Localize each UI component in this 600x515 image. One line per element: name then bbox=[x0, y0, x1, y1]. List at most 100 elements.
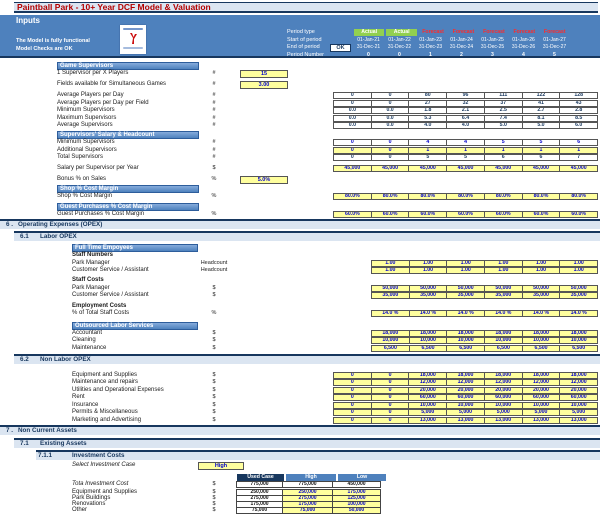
input-cell[interactable]: 1.00 bbox=[484, 259, 523, 267]
input-cell[interactable]: 45,000 bbox=[370, 165, 410, 172]
input-cell[interactable]: 5,000 bbox=[521, 409, 561, 416]
input-cell[interactable]: 13,000 bbox=[521, 416, 561, 424]
input-cell[interactable]: 10,000 bbox=[408, 401, 448, 409]
input-cell[interactable]: 18,000 bbox=[521, 371, 561, 379]
input-cell[interactable]: 80.0% bbox=[521, 193, 561, 200]
input-cell[interactable]: 10,000 bbox=[559, 401, 599, 409]
input-cell[interactable]: 45,000 bbox=[408, 165, 448, 172]
input-cell[interactable]: 50,000 bbox=[446, 284, 486, 292]
input-cell[interactable]: 60.0% bbox=[483, 211, 523, 218]
input-cell[interactable]: 60,000 bbox=[559, 394, 599, 401]
input-cell[interactable]: 50,000 bbox=[408, 284, 448, 292]
input-cell[interactable]: 80.0% bbox=[483, 193, 523, 200]
input-cell[interactable]: 1 bbox=[559, 146, 599, 154]
input-cell[interactable]: 20,000 bbox=[483, 386, 523, 394]
input-cell[interactable]: 18,000 bbox=[446, 329, 486, 337]
input-cell[interactable]: 60,000 bbox=[483, 394, 523, 401]
input-cell[interactable]: 0 bbox=[370, 379, 410, 386]
input-cell[interactable]: 1.00 bbox=[484, 267, 523, 274]
input-cell[interactable]: 45,000 bbox=[559, 165, 599, 172]
input-cell[interactable]: 12,000 bbox=[446, 379, 485, 386]
input-cell[interactable]: 80.0% bbox=[559, 193, 599, 200]
input-cell[interactable]: 80.0% bbox=[446, 193, 485, 200]
input-cell[interactable]: 1 bbox=[483, 146, 523, 154]
input-cell[interactable]: 0 bbox=[333, 409, 372, 416]
input-cell[interactable]: 5,000 bbox=[446, 409, 485, 416]
input-cell[interactable]: 35,000 bbox=[371, 292, 410, 299]
input-cell[interactable]: 18,000 bbox=[408, 329, 448, 337]
input-cell[interactable]: 13,000 bbox=[446, 416, 485, 424]
input-cell[interactable]: 20,000 bbox=[408, 386, 448, 394]
input-cell[interactable]: 45,000 bbox=[333, 165, 372, 172]
input-cell[interactable]: 1.00 bbox=[559, 259, 599, 267]
input-cell[interactable]: 12,000 bbox=[559, 379, 599, 386]
input-cell[interactable]: 6,500 bbox=[408, 344, 448, 352]
input-cell[interactable]: 45,000 bbox=[446, 165, 485, 172]
input-cell[interactable]: 60.0% bbox=[521, 211, 561, 218]
input-cell[interactable]: 10,000 bbox=[446, 337, 486, 344]
input-cell[interactable]: 60.0% bbox=[559, 211, 599, 218]
input-cell[interactable]: 60,000 bbox=[408, 394, 448, 401]
input-cell[interactable]: 10,000 bbox=[484, 337, 523, 344]
input-cell[interactable]: 0 bbox=[370, 409, 410, 416]
input-cell[interactable]: 50,000 bbox=[521, 284, 561, 292]
input-cell[interactable]: 1 bbox=[446, 146, 485, 154]
input-cell[interactable]: 0 bbox=[370, 416, 410, 424]
input-cell[interactable]: 60.0% bbox=[370, 211, 410, 218]
input-cell[interactable]: 13,000 bbox=[408, 416, 448, 424]
input-cell[interactable]: 18,000 bbox=[559, 371, 599, 379]
input-cell[interactable]: 10,000 bbox=[521, 337, 561, 344]
input-cell[interactable]: 6,500 bbox=[559, 344, 599, 352]
input-cell[interactable]: 35,000 bbox=[446, 292, 486, 299]
input-cell[interactable]: 18,000 bbox=[483, 371, 523, 379]
input-cell[interactable]: 5,000 bbox=[483, 409, 523, 416]
bonus-input[interactable]: 5.0% bbox=[240, 176, 288, 184]
input-cell[interactable]: 1.00 bbox=[559, 267, 599, 274]
input-cell[interactable]: 35,000 bbox=[521, 292, 561, 299]
input-cell[interactable]: 18,000 bbox=[521, 329, 561, 337]
input-cell[interactable]: 1.00 bbox=[408, 267, 448, 274]
input-cell[interactable]: 1.00 bbox=[408, 259, 448, 267]
input-cell[interactable]: 60.0% bbox=[446, 211, 485, 218]
input-cell[interactable]: 12,000 bbox=[521, 379, 561, 386]
input-cell[interactable]: 80.0% bbox=[408, 193, 448, 200]
input-cell[interactable]: 0 bbox=[333, 386, 372, 394]
input-cell[interactable]: 18,000 bbox=[484, 329, 523, 337]
input-cell[interactable]: 20,000 bbox=[559, 386, 599, 394]
input-cell[interactable]: 10,000 bbox=[559, 337, 599, 344]
input-cell[interactable]: 0 bbox=[370, 371, 410, 379]
input-cell[interactable]: 1.00 bbox=[446, 267, 486, 274]
input-cell[interactable]: 0 bbox=[333, 146, 372, 154]
input-cell[interactable]: 18,000 bbox=[408, 371, 448, 379]
input-cell[interactable]: 60,000 bbox=[446, 394, 485, 401]
invest-cell[interactable]: 50,000 bbox=[332, 507, 381, 514]
input-cell[interactable]: 1 bbox=[521, 146, 561, 154]
input-cell[interactable]: 12,000 bbox=[483, 379, 523, 386]
input-cell[interactable]: 0 bbox=[333, 371, 372, 379]
input-cell[interactable]: 50,000 bbox=[371, 284, 410, 292]
input-cell[interactable]: 6,500 bbox=[521, 344, 561, 352]
input-cell[interactable]: 0 bbox=[370, 386, 410, 394]
input-cell[interactable]: 45,000 bbox=[483, 165, 523, 172]
input-cell[interactable]: 50,000 bbox=[559, 284, 599, 292]
input-cell[interactable]: 60,000 bbox=[521, 394, 561, 401]
input-cell[interactable]: 13,000 bbox=[559, 416, 599, 424]
input-cell[interactable]: 6,500 bbox=[484, 344, 523, 352]
input-cell[interactable]: 5,000 bbox=[559, 409, 599, 416]
input-cell[interactable]: 18,000 bbox=[371, 329, 410, 337]
supervisor-per-players-input[interactable]: 15 bbox=[240, 70, 288, 78]
input-cell[interactable]: 10,000 bbox=[521, 401, 561, 409]
input-cell[interactable]: 45,000 bbox=[521, 165, 561, 172]
fields-available-input[interactable]: 3.00 bbox=[240, 81, 288, 89]
investment-case-select[interactable]: High bbox=[198, 462, 244, 470]
input-cell[interactable]: 6,500 bbox=[371, 344, 410, 352]
input-cell[interactable]: 14.0 % bbox=[521, 310, 561, 317]
input-cell[interactable]: 0 bbox=[370, 146, 410, 154]
input-cell[interactable]: 1 bbox=[408, 146, 448, 154]
input-cell[interactable]: 0 bbox=[333, 379, 372, 386]
input-cell[interactable]: 14.0 % bbox=[408, 310, 448, 317]
input-cell[interactable]: 12,000 bbox=[408, 379, 448, 386]
input-cell[interactable]: 60.0% bbox=[333, 211, 372, 218]
input-cell[interactable]: 10,000 bbox=[483, 401, 523, 409]
input-cell[interactable]: 14.0 % bbox=[371, 310, 410, 317]
